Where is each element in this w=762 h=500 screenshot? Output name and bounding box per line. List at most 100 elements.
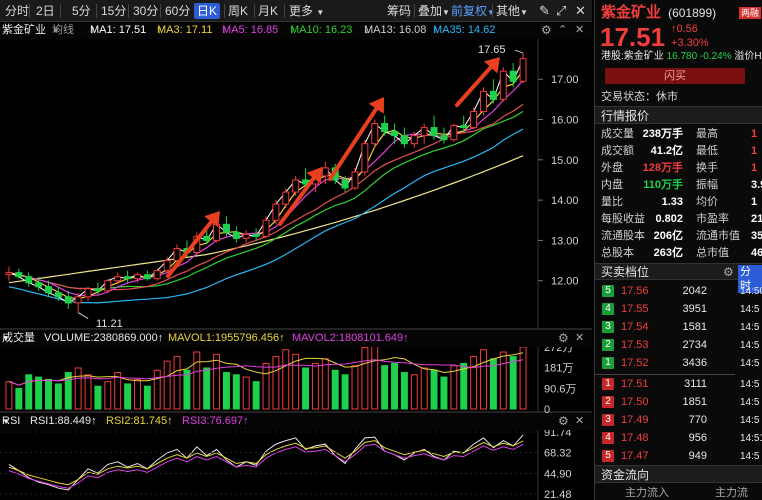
order-price: 17.48 — [621, 432, 649, 444]
hk-share-row[interactable]: 港股:紫金矿业 16.780 -0.24% 溢价H/A — [595, 50, 762, 64]
chevron-down-icon: ▼ — [520, 8, 528, 17]
close-icon[interactable]: ✕ — [575, 332, 585, 344]
period-tab-30min[interactable]: 30分 — [133, 4, 159, 18]
volume-bar — [183, 369, 191, 410]
candle-body — [104, 280, 112, 292]
period-tab-monthly[interactable]: 月K — [258, 4, 279, 18]
volume-bar — [341, 374, 349, 410]
ask-row[interactable]: 1 17.52 3436 14:5 — [595, 355, 762, 372]
candle-body — [25, 276, 33, 284]
volume-bar — [114, 372, 122, 410]
candle-body — [143, 274, 151, 280]
ma3-text: MA3: 17.11 — [157, 24, 213, 36]
up-arrow-icon: ↑ — [90, 24, 96, 36]
ask-row[interactable]: 4 17.55 3951 14:5 — [595, 301, 762, 318]
stat-value: 41.2亿 — [650, 145, 683, 157]
volume-tick-label: 90.6万 — [544, 383, 576, 395]
up-arrow-icon: ↑ — [157, 24, 163, 36]
stat-value: 21 — [751, 213, 762, 225]
close-icon[interactable]: ✕ — [575, 415, 585, 427]
volume-bar — [134, 378, 141, 410]
period-tab-5min[interactable]: 5分 — [72, 4, 91, 18]
period-tab-weekly[interactable]: 周K — [228, 4, 249, 18]
chevron-down-icon: ▼ — [487, 8, 495, 17]
ask-row[interactable]: 5 17.56 2042 14:50 — [595, 283, 762, 300]
stat-value: 4610 — [751, 247, 762, 259]
gear-icon[interactable]: ⚙ — [558, 414, 569, 428]
order-price: 17.50 — [621, 396, 649, 408]
order-volume: 1851 — [682, 396, 707, 408]
period-tab-1min[interactable]: 分时 — [5, 4, 30, 18]
bid-row[interactable]: 2 17.50 1851 14:5 — [595, 394, 762, 411]
forward-adjust-dropdown[interactable]: 前复权▼ — [451, 3, 495, 19]
rsi1-line — [8, 434, 524, 491]
period-tab-2day[interactable]: 2日 — [36, 4, 55, 18]
order-volume: 3111 — [684, 378, 707, 390]
order-price: 17.54 — [621, 321, 649, 333]
chips-button[interactable]: 筹码 — [387, 4, 412, 18]
chevron-down-icon: ▼ — [442, 8, 450, 17]
volume-bar — [252, 381, 260, 410]
period-tab-60min[interactable]: 60分 — [165, 4, 191, 18]
hk-pct: -0.24% — [699, 51, 732, 62]
fullscreen-icon[interactable]: ⤢ — [556, 3, 567, 18]
volume-bar — [519, 346, 527, 410]
volume-bar — [282, 349, 290, 410]
overlay-dropdown[interactable]: 叠加▼ — [418, 3, 450, 19]
volume-bar — [292, 353, 300, 410]
volume-bar — [509, 356, 517, 410]
more-periods-dropdown[interactable]: 更多 ▼ — [289, 3, 324, 19]
gear-icon[interactable]: ⚙ — [723, 265, 734, 279]
more-label: 更多 — [289, 4, 314, 18]
volume-bar — [143, 385, 151, 410]
candle-body — [420, 127, 428, 137]
rsi-lines — [8, 434, 524, 491]
ask-row[interactable]: 2 17.53 2734 14:5 — [595, 337, 762, 354]
bid-row[interactable]: 4 17.48 956 14:51 — [595, 430, 762, 447]
order-volume: 3951 — [682, 303, 707, 315]
candle-body — [15, 272, 23, 278]
stat-label: 总市值 — [696, 247, 729, 259]
period-tab-15min[interactable]: 15分 — [101, 4, 127, 18]
other-dropdown[interactable]: 其他▼ — [496, 3, 528, 19]
candle-body — [5, 272, 13, 276]
rsi1-value: RSI1:88.449↑ — [30, 415, 97, 427]
stat-row: 成交量 238万手 最高 1 — [595, 126, 762, 143]
tick-time: 14:5 — [740, 340, 760, 351]
volume-bar — [420, 367, 428, 410]
candle-body — [430, 127, 438, 137]
mavol1-value: MAVOL1:1955796.456↑ — [168, 332, 285, 344]
bid-row[interactable]: 3 17.49 770 14:5 — [595, 412, 762, 429]
close-icon[interactable]: ✕ — [575, 24, 585, 36]
candle-body — [262, 219, 270, 237]
gear-icon[interactable]: ⚙ — [558, 331, 569, 345]
margin-badge: 两融 — [739, 7, 762, 19]
gear-icon[interactable]: ⚙ — [541, 23, 552, 37]
fund-flow-columns: 主力流入 主力流 — [595, 486, 762, 500]
close-icon[interactable]: ✕ — [575, 3, 586, 18]
hk-price: 16.780 — [666, 51, 698, 62]
trend-arrow-head — [368, 97, 384, 114]
ask-row[interactable]: 3 17.54 1581 14:5 — [595, 319, 762, 336]
volume-bar — [15, 387, 23, 410]
bid-row[interactable]: 1 17.51 3111 14:5 — [595, 376, 762, 393]
level-badge: 3 — [602, 414, 614, 426]
draw-tool-icon[interactable]: ✎ — [539, 3, 550, 18]
period-tab-daily[interactable]: 日K — [194, 3, 221, 19]
collapse-icon[interactable]: ⌃ — [558, 24, 568, 36]
order-price: 17.47 — [621, 450, 649, 462]
candle-body — [94, 288, 102, 292]
volume-bar — [400, 372, 408, 410]
bid-row[interactable]: 5 17.47 949 14:5 — [595, 448, 762, 465]
tab-timesales[interactable]: 分时 — [738, 265, 762, 293]
ma1-line — [8, 58, 524, 304]
trade-status: 交易状态：休市 — [601, 91, 678, 103]
flash-buy-button[interactable]: 闪买 — [605, 68, 745, 84]
volume-tick-label: 0 — [544, 404, 550, 416]
tick-time: 14:5 — [740, 322, 760, 333]
divider — [128, 4, 129, 18]
volume-tick-label: 181万 — [544, 363, 573, 375]
candle-body — [410, 135, 418, 145]
